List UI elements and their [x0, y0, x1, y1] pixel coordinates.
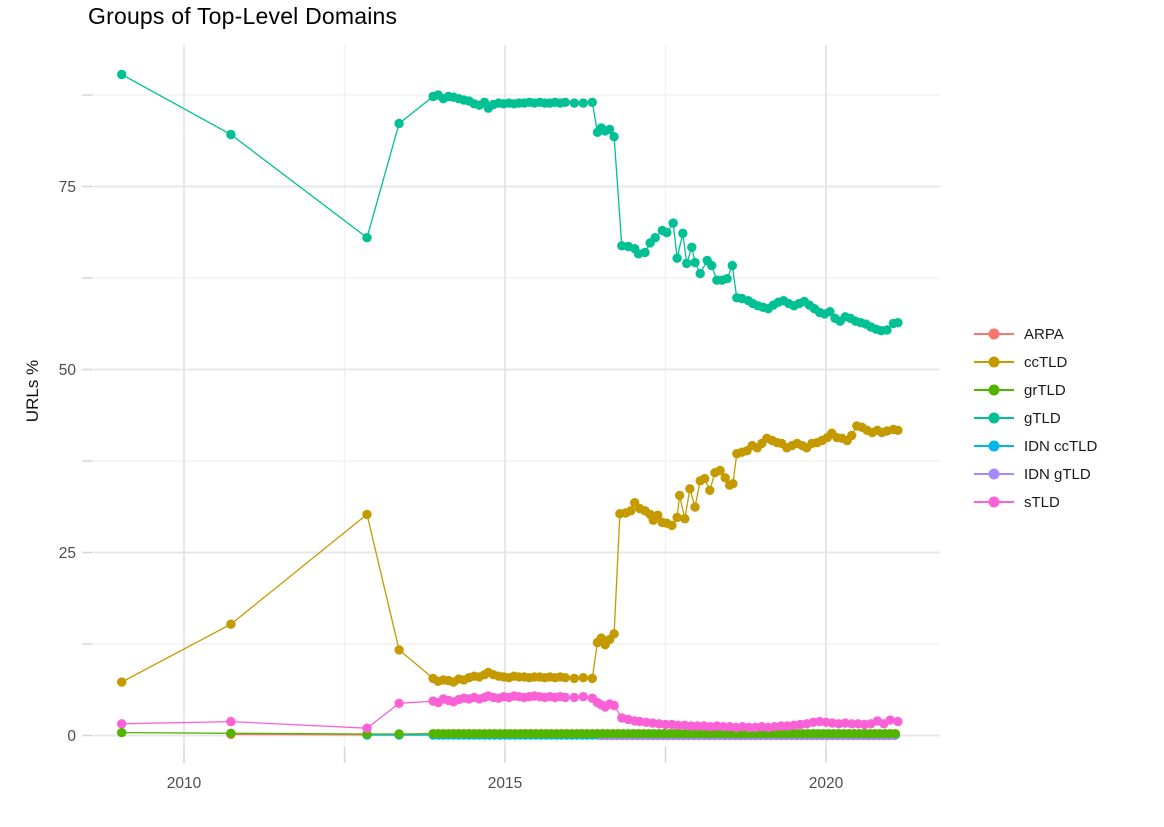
svg-text:25: 25: [59, 545, 76, 562]
legend-label: ccTLD: [1024, 353, 1068, 371]
legend-item-IDN-ccTLD: IDN ccTLD: [972, 432, 1097, 460]
legend-label: IDN gTLD: [1024, 465, 1091, 483]
legend-key-icon: [974, 356, 1014, 368]
legend-item-ARPA: ARPA: [972, 320, 1097, 348]
legend-key-icon: [974, 440, 1014, 452]
series-gTLD: [121, 73, 898, 332]
grid-major: [94, 45, 940, 747]
legend-item-IDN-gTLD: IDN gTLD: [972, 460, 1097, 488]
legend-key-icon: [974, 384, 1014, 396]
svg-text:2020: 2020: [809, 775, 844, 792]
series-points-sTLD: [117, 691, 903, 733]
legend-item-ccTLD: ccTLD: [972, 348, 1097, 376]
legend-label: grTLD: [1024, 381, 1066, 399]
legend-key-icon: [974, 328, 1014, 340]
svg-text:50: 50: [59, 362, 77, 379]
legend: ARPA ccTLD grTLD gTLD IDN ccTLD IDN gTLD sTLD: [972, 320, 1097, 516]
series-points-gTLD: [117, 69, 903, 336]
svg-text:0: 0: [67, 728, 76, 745]
series-points-grTLD: [117, 727, 900, 739]
legend-item-sTLD: sTLD: [972, 488, 1097, 516]
y-axis-tick-labels: 0 25 50 75: [59, 179, 77, 745]
legend-label: sTLD: [1024, 493, 1060, 511]
svg-text:2015: 2015: [488, 775, 522, 792]
legend-label: gTLD: [1024, 409, 1061, 427]
grid-minor: [94, 45, 940, 747]
legend-key-icon: [974, 496, 1014, 508]
svg-text:75: 75: [59, 179, 76, 196]
svg-text:2010: 2010: [167, 775, 202, 792]
legend-key-icon: [974, 412, 1014, 424]
legend-item-grTLD: grTLD: [972, 376, 1097, 404]
x-axis-tick-labels: 2010 2015 2020: [167, 775, 844, 792]
series-points-ccTLD: [117, 421, 903, 687]
chart-title: Groups of Top-Level Domains: [88, 3, 398, 29]
legend-label: IDN ccTLD: [1024, 437, 1098, 455]
legend-label: ARPA: [1024, 325, 1064, 343]
legend-key-icon: [974, 468, 1014, 480]
legend-item-gTLD: gTLD: [972, 404, 1097, 432]
axis-ticks: [82, 94, 827, 763]
